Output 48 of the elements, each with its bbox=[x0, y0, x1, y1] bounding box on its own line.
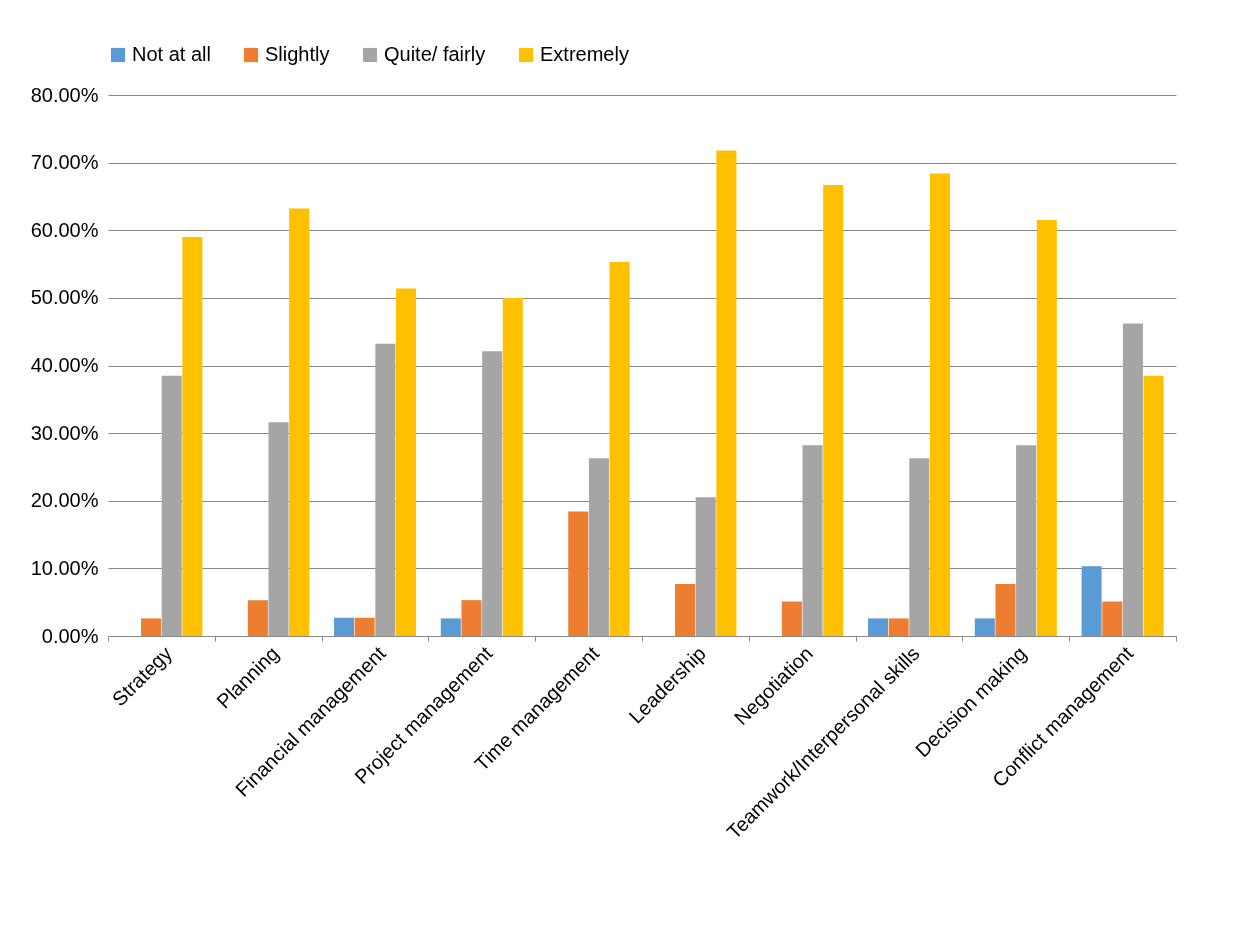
bar bbox=[909, 458, 930, 636]
bar bbox=[695, 497, 716, 636]
bar bbox=[482, 351, 503, 636]
bar bbox=[247, 600, 268, 636]
y-tick-label: 10.00% bbox=[30, 556, 99, 579]
y-tick-label: 0.00% bbox=[41, 624, 99, 647]
bar bbox=[588, 458, 609, 636]
bar bbox=[461, 600, 482, 636]
bar bbox=[161, 375, 182, 636]
legend-label: Slightly bbox=[265, 43, 330, 65]
bar bbox=[1081, 566, 1102, 636]
bar bbox=[888, 618, 909, 636]
bar bbox=[568, 511, 589, 636]
bar bbox=[354, 617, 375, 636]
bar bbox=[867, 618, 889, 636]
bar bbox=[781, 601, 802, 636]
y-tick-label: 40.00% bbox=[30, 354, 99, 376]
bar bbox=[268, 422, 289, 636]
bar bbox=[609, 262, 630, 636]
y-tick-label: 80.00% bbox=[30, 83, 99, 106]
bar bbox=[289, 208, 310, 636]
bar bbox=[395, 288, 417, 636]
bar bbox=[1122, 323, 1143, 636]
legend-label: Extremely bbox=[540, 43, 629, 65]
bar bbox=[802, 445, 823, 636]
bar bbox=[141, 618, 162, 636]
bar bbox=[1016, 445, 1037, 636]
bar bbox=[675, 583, 696, 636]
bar bbox=[995, 583, 1016, 636]
y-tick-label: 30.00% bbox=[30, 421, 99, 444]
bar bbox=[1102, 601, 1123, 636]
bar bbox=[1143, 375, 1164, 636]
legend-label: Not at all bbox=[132, 43, 211, 65]
bar bbox=[440, 618, 461, 636]
legend-label: Quite/ fairly bbox=[384, 43, 486, 65]
bar bbox=[182, 237, 203, 636]
y-tick-label: 60.00% bbox=[30, 218, 99, 241]
bar bbox=[974, 618, 995, 636]
bar bbox=[716, 150, 737, 636]
y-tick-label: 50.00% bbox=[30, 286, 99, 309]
y-tick-label: 20.00% bbox=[30, 489, 99, 512]
y-tick-label: 70.00% bbox=[30, 151, 99, 174]
bar bbox=[333, 617, 355, 636]
bar bbox=[502, 297, 523, 636]
bar bbox=[823, 184, 844, 636]
bar bbox=[929, 173, 951, 636]
bar bbox=[1036, 220, 1057, 636]
bar bbox=[375, 343, 396, 636]
